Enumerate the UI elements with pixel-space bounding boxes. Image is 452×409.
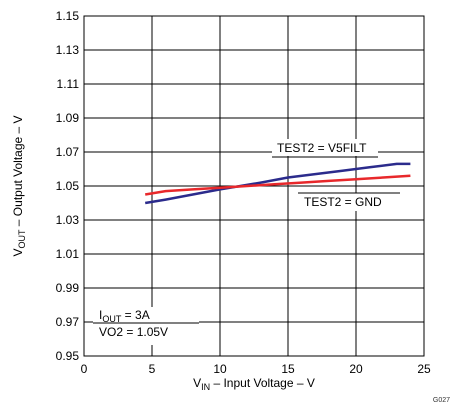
y-tick-label: 1.09 xyxy=(56,111,80,125)
y-tick-label: 1.05 xyxy=(56,179,80,193)
condition-iout: IOUT = 3A xyxy=(99,308,150,324)
x-tick-label: 0 xyxy=(81,362,88,376)
x-tick-label: 10 xyxy=(213,362,227,376)
y-tick-labels: 0.95 0.97 0.99 1.01 1.03 1.05 1.07 1.09 1.11 1.13… xyxy=(56,9,80,363)
figure-code: G027 xyxy=(433,397,450,404)
x-tick-label: 5 xyxy=(149,362,156,376)
y-axis-label: VOUT – Output Voltage – V xyxy=(11,115,27,256)
y-tick-label: 0.97 xyxy=(56,315,80,329)
annotation-v5filt: TEST2 = V5FILT xyxy=(272,139,378,158)
x-tick-label: 20 xyxy=(349,362,363,376)
x-tick-label: 25 xyxy=(417,362,431,376)
annotation-v5filt-label: TEST2 = V5FILT xyxy=(277,141,367,155)
y-tick-label: 1.11 xyxy=(57,77,80,91)
series-lines xyxy=(144,162,411,205)
x-tick-label: 15 xyxy=(281,362,295,376)
y-tick-label: 1.03 xyxy=(56,213,80,227)
y-tick-label: 1.13 xyxy=(56,43,80,57)
y-tick-label: 1.07 xyxy=(56,145,80,159)
annotation-gnd-label: TEST2 = GND xyxy=(304,195,382,209)
annotation-gnd: TEST2 = GND xyxy=(298,192,400,211)
conditions-box: IOUT = 3A VO2 = 1.05V xyxy=(93,307,199,345)
series-line-gnd xyxy=(144,174,411,196)
y-tick-label: 1.01 xyxy=(56,247,80,261)
x-tick-labels: 0 5 10 15 20 25 xyxy=(81,362,431,376)
condition-vo2: VO2 = 1.05V xyxy=(99,325,168,339)
series-line-v5filt xyxy=(144,162,411,205)
x-axis-label: VIN – Input Voltage – V xyxy=(193,376,315,392)
y-tick-label: 1.15 xyxy=(56,9,80,23)
y-tick-label: 0.95 xyxy=(56,349,80,363)
y-tick-label: 0.99 xyxy=(56,281,80,295)
plot-frame xyxy=(83,15,425,357)
